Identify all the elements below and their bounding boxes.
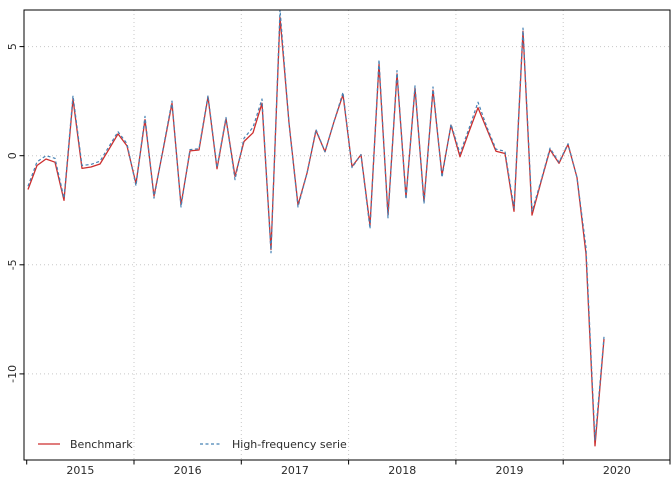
legend: Benchmark High-frequency serie: [38, 438, 347, 451]
y-axis-label: -10: [6, 365, 19, 383]
legend-high-frequency-label: High-frequency serie: [232, 438, 347, 451]
x-axis-label: 2019: [496, 464, 524, 477]
x-axis-label: 2017: [281, 464, 309, 477]
x-axis-label: 2018: [388, 464, 416, 477]
y-axis-label: 0: [6, 152, 19, 159]
legend-benchmark-label: Benchmark: [70, 438, 133, 451]
x-axis-label: 2016: [174, 464, 202, 477]
axes-layer: 5 0 -5 -10 2015 2016 2017 2018 2019 2020: [6, 43, 671, 477]
y-axis-label: -5: [6, 259, 19, 270]
grid-layer: [24, 10, 670, 460]
series-layer: [27, 10, 605, 447]
benchmark-line: [27, 16, 605, 447]
y-axis-label: 5: [6, 43, 19, 50]
x-axis-label: 2015: [66, 464, 94, 477]
high-frequency-line: [27, 10, 605, 442]
plot-border: [23, 9, 671, 461]
x-axis-label: 2020: [603, 464, 631, 477]
